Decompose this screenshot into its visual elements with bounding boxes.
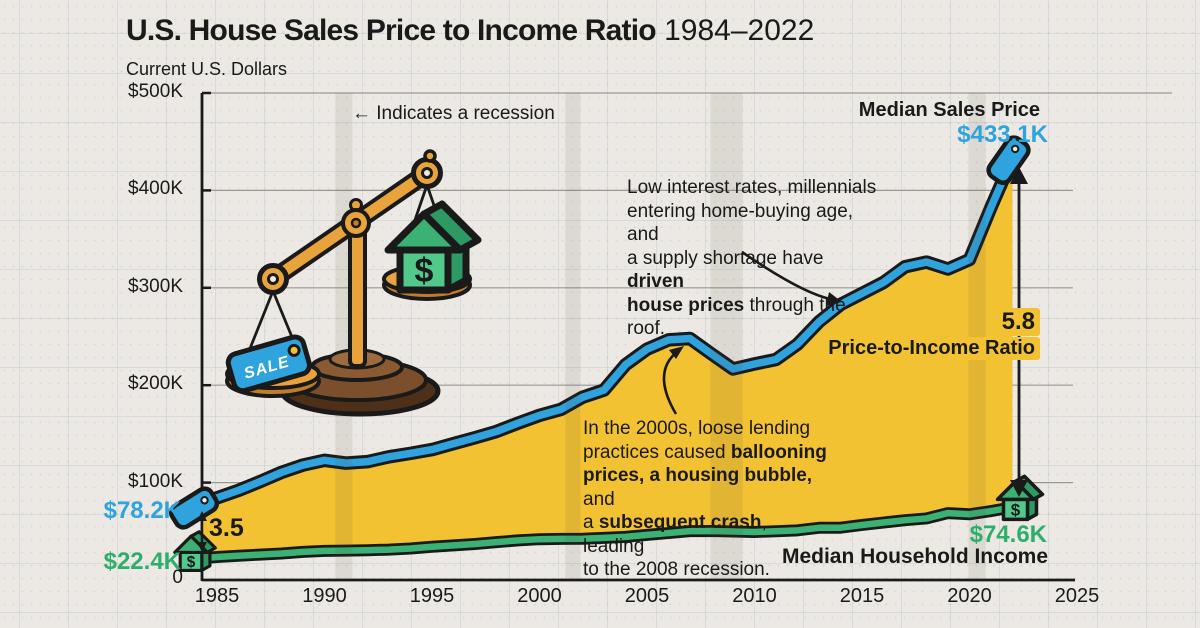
income-end-value: $74.6K <box>969 521 1047 548</box>
x-axis-tick-label: 2025 <box>1054 585 1100 607</box>
x-axis-tick-label: 2000 <box>517 585 562 607</box>
x-axis-tick-label: 2005 <box>624 585 670 607</box>
y-axis-zero-label: 0 <box>172 567 183 588</box>
y-axis-tick-label: $100K <box>128 470 183 492</box>
y-axis-tick-label: $300K <box>128 275 183 297</box>
y-axis-tick-label: $200K <box>128 373 183 395</box>
y-axis-tick-label: $500K <box>128 81 183 102</box>
x-axis-tick-label: 2020 <box>947 585 992 607</box>
page-title: U.S. House Sales Price to Income Ratio 1… <box>126 14 815 47</box>
annotation-price-boom: Low interest rates, millennials entering … <box>627 177 877 339</box>
annotation-housing-bubble: In the 2000s, loose lending practices cau… <box>583 418 827 580</box>
x-axis-tick-label: 2015 <box>839 585 885 607</box>
axis-units-label: Current U.S. Dollars <box>126 59 288 79</box>
title-year-range: 1984–2022 <box>655 14 815 47</box>
scale-post <box>348 222 367 368</box>
income-series-label: Median Household Income <box>781 545 1048 568</box>
ratio-label: Price-to-Income Ratio <box>823 337 1040 360</box>
ratio-end-value: 5.8 <box>996 308 1040 336</box>
x-axis-tick-label: 1990 <box>302 585 347 607</box>
x-axis-tick-label: 2010 <box>732 585 777 607</box>
chart-series <box>196 151 1020 565</box>
recession-legend: ← Indicates a recession <box>352 103 555 124</box>
ratio-start-value: 3.5 <box>209 514 244 542</box>
income-start-value: $22.4K <box>103 548 181 575</box>
sale-tag: SALE <box>225 334 312 394</box>
house-on-scale <box>388 204 478 290</box>
sales-price-end-value: $433.1K <box>957 121 1048 148</box>
sales-price-start-value: $78.2K <box>103 497 181 524</box>
x-axis-tick-label: 1985 <box>194 585 240 607</box>
sales-price-series-label: Median Sales Price <box>858 99 1040 121</box>
x-axis-tick-label: 1995 <box>409 585 455 607</box>
y-axis-tick-label: $400K <box>128 178 183 200</box>
